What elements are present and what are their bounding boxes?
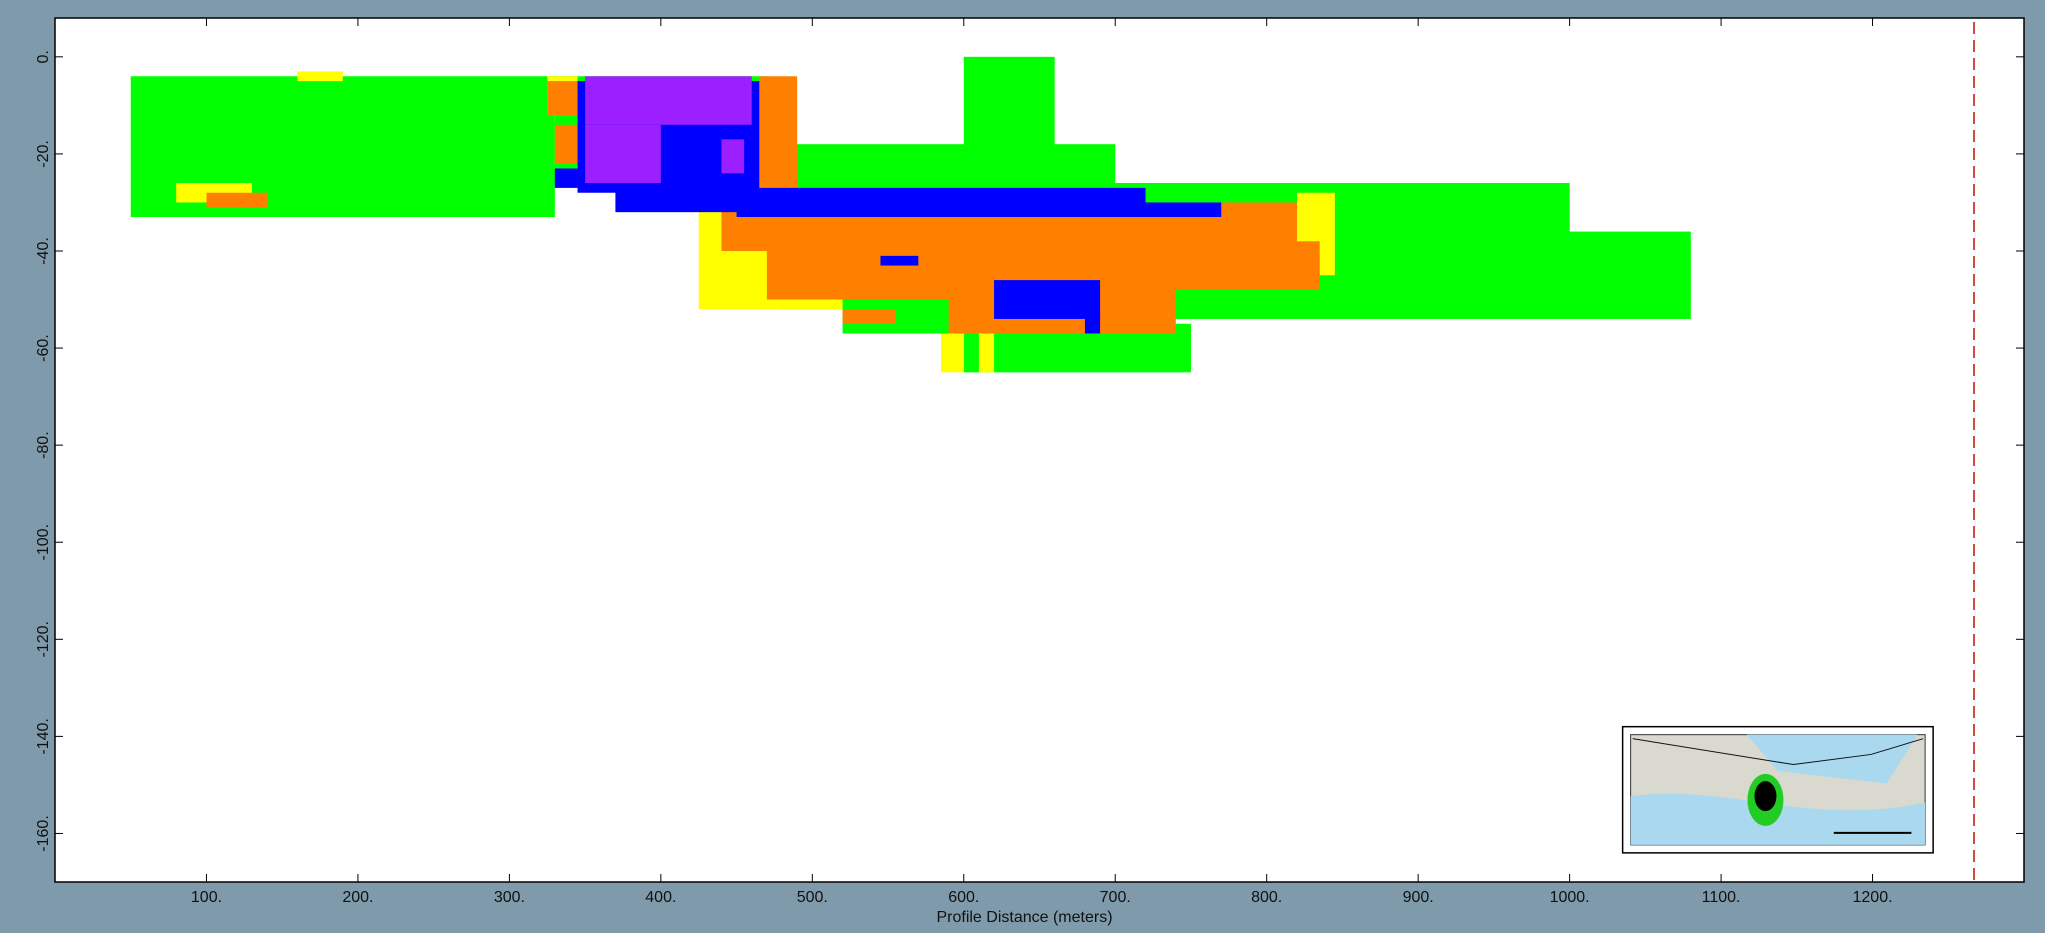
y-tick-label: 0. (35, 50, 52, 63)
x-axis-label: Profile Distance (meters) (936, 909, 1112, 926)
heatmap-region-green (963, 56, 1055, 203)
x-tick-label: 400. (645, 889, 676, 906)
heatmap-region-blue (554, 168, 578, 188)
inset-location-map[interactable] (1621, 725, 1934, 854)
heatmap-region-purple (585, 124, 661, 184)
heatmap-region-blue (736, 202, 1222, 218)
x-tick-label: 300. (494, 889, 525, 906)
x-tick-label: 1000. (1550, 889, 1590, 906)
heatmap-region-orange (1115, 241, 1320, 290)
heatmap-region-orange (842, 309, 896, 324)
y-tick-label: -120. (35, 621, 52, 657)
heatmap-region-purple (721, 139, 745, 174)
heatmap-region-yellow (297, 71, 343, 82)
y-tick-labels: 0. -20. -40. -60. -80. -100. -120. -140. -160. (35, 50, 52, 852)
heatmap-region-purple (585, 76, 752, 125)
y-tick-label: -60. (35, 334, 52, 362)
x-tick-label: 700. (1100, 889, 1131, 906)
y-tick-label: -100. (35, 524, 52, 560)
heatmap-region-orange (759, 76, 798, 193)
x-tick-label: 900. (1403, 889, 1434, 906)
heatmap-region-orange (206, 192, 268, 208)
x-tick-label: 100. (191, 889, 222, 906)
y-tick-label: -40. (35, 237, 52, 265)
heatmap-region-yellow (941, 333, 964, 373)
inset-plume-core (1754, 781, 1777, 812)
x-tick-label: 200. (342, 889, 373, 906)
y-tick-label: -160. (35, 815, 52, 851)
x-tick-labels: 100. 200. 300. 400. 500. 600. 700. 800. 900. 1000… (191, 889, 1893, 906)
y-tick-label: -80. (35, 431, 52, 459)
heatmap-region-blue (880, 255, 919, 266)
y-tick-label: -140. (35, 718, 52, 754)
x-tick-label: 1100. (1702, 889, 1741, 906)
x-tick-label: 500. (797, 889, 828, 906)
x-tick-label: 1200. (1853, 889, 1893, 906)
heatmap-region-orange (766, 231, 979, 300)
heatmap-region-yellow (978, 333, 995, 373)
heatmap-cells (130, 56, 1691, 373)
y-tick-label: -20. (35, 140, 52, 168)
heatmap-region-blue (994, 280, 1101, 319)
tick-marks (55, 18, 2024, 882)
heatmap-region-blue (1084, 309, 1101, 334)
x-tick-label: 800. (1251, 889, 1282, 906)
inset-profile-line (1632, 738, 1924, 766)
x-tick-label: 600. (948, 889, 979, 906)
